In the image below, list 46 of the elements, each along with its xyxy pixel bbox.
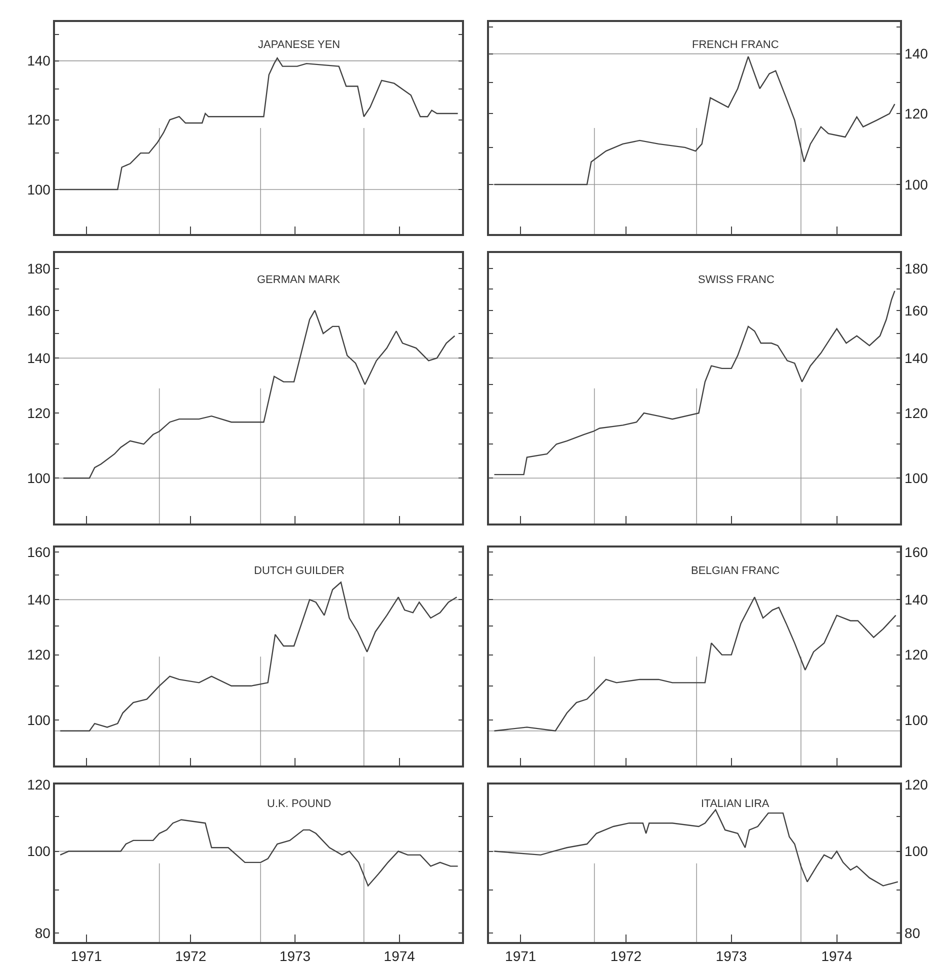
y-tick-label: 180 [904, 260, 928, 276]
y-tick-label: 120 [904, 776, 928, 792]
y-tick-label: 100 [27, 470, 51, 486]
y-tick-label: 100 [27, 843, 51, 860]
y-tick-label: 160 [904, 302, 928, 318]
y-tick-label: 120 [904, 646, 928, 663]
text: GERMAN MARK [257, 274, 341, 286]
y-tick-label: 140 [27, 350, 51, 366]
y-tick-label: 120 [904, 106, 928, 122]
y-tick-label: 120 [904, 404, 928, 421]
y-tick-label: 120 [27, 404, 51, 421]
x-tick-label: 1971 [70, 948, 102, 964]
y-tick-label: 80 [904, 924, 920, 941]
text: BELGIAN FRANC [691, 565, 780, 577]
y-tick-label: 100 [27, 181, 51, 198]
y-tick-label: 100 [904, 843, 928, 860]
text: FRENCH FRANC [692, 39, 779, 51]
x-tick-label: 1974 [821, 948, 853, 964]
x-tick-label: 1973 [279, 948, 311, 964]
text: U.K. POUND [267, 798, 332, 810]
y-tick-label: 120 [27, 112, 51, 128]
y-tick-label: 100 [904, 470, 928, 486]
y-tick-label: 160 [904, 544, 928, 560]
text: DUTCH GUILDER [254, 565, 345, 577]
x-tick-label: 1971 [505, 948, 536, 964]
text: ITALIAN LIRA [701, 798, 770, 810]
x-tick-label: 1973 [716, 948, 748, 964]
x-tick-label: 1972 [610, 948, 642, 964]
y-tick-label: 180 [27, 260, 51, 276]
y-tick-label: 120 [27, 646, 51, 663]
y-tick-label: 120 [27, 776, 51, 792]
text: SWISS FRANC [698, 274, 774, 286]
y-tick-label: 100 [904, 176, 928, 192]
y-tick-label: 140 [904, 592, 928, 608]
x-tick-label: 1972 [175, 948, 206, 964]
y-tick-label: 160 [27, 302, 51, 318]
y-tick-label: 140 [27, 592, 51, 608]
y-tick-label: 160 [27, 544, 51, 560]
y-tick-label: 140 [904, 350, 928, 366]
y-tick-label: 100 [904, 712, 928, 728]
text: JAPANESE YEN [258, 39, 340, 51]
y-tick-label: 140 [904, 46, 928, 62]
y-tick-label: 80 [34, 924, 51, 941]
y-tick-label: 100 [27, 712, 51, 728]
x-tick-label: 1974 [384, 948, 416, 964]
y-tick-label: 140 [27, 52, 51, 69]
